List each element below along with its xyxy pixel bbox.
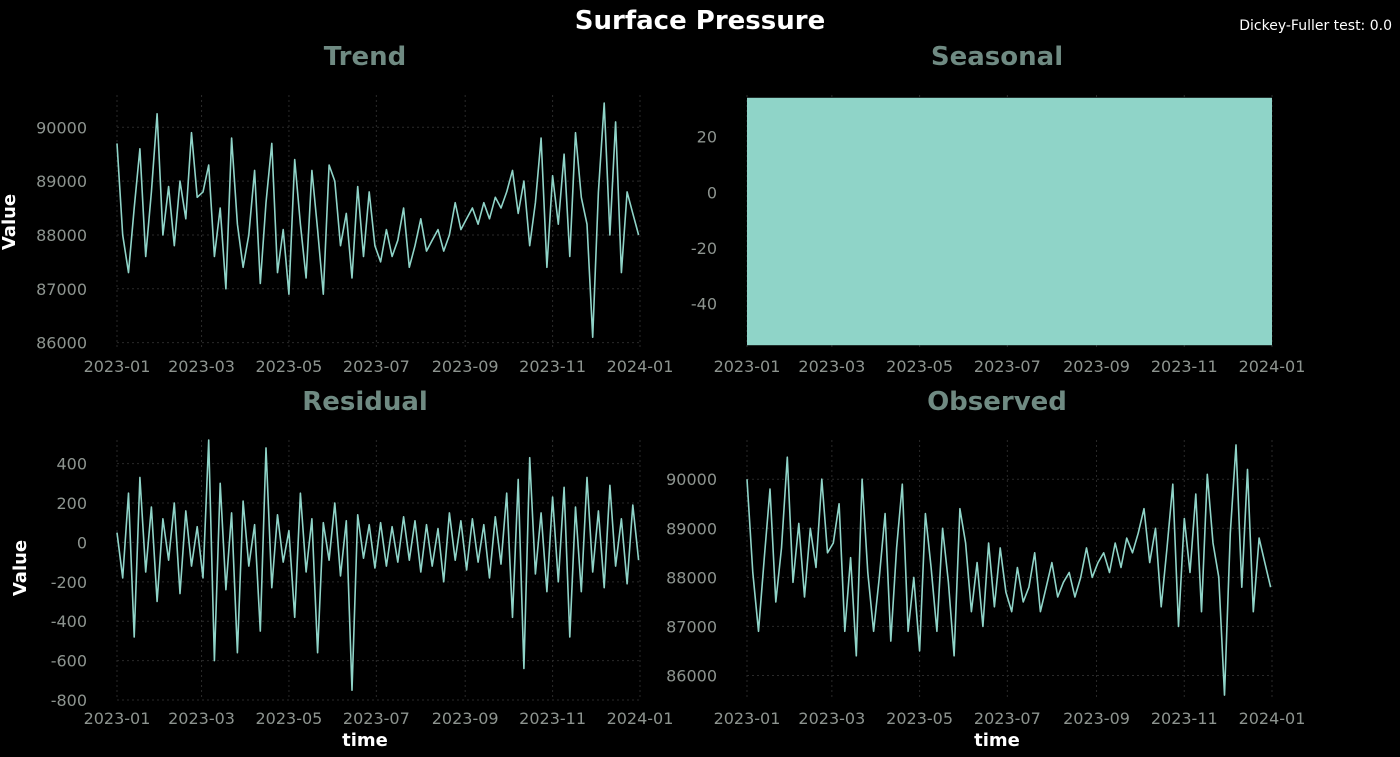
- residual-ytick-label: -800: [51, 691, 87, 710]
- residual-xtick-label: 2023-03: [168, 709, 235, 728]
- observed-xtick-label: 2023-05: [886, 709, 953, 728]
- observed-title: Observed: [927, 387, 1067, 417]
- trend-xtick-label: 2023-01: [84, 357, 151, 376]
- residual-series-line: [116, 439, 640, 692]
- trend-ytick-label: 87000: [36, 280, 87, 299]
- residual-xtick-label: 2023-05: [256, 709, 323, 728]
- residual-xtick-label: 2024-01: [607, 709, 674, 728]
- seasonal-xtick-label: 2023-03: [798, 357, 865, 376]
- seasonal-xtick-label: 2023-01: [714, 357, 781, 376]
- observed-xtick-label: 2023-07: [974, 709, 1041, 728]
- seasonal-xtick-label: 2023-09: [1063, 357, 1130, 376]
- trend-xtick-label: 2023-11: [519, 357, 586, 376]
- trend-panel: Trend 2023-01 2023-03 2023-05 2023-07 2023-09…: [0, 42, 673, 376]
- residual-xlabel: time: [342, 730, 388, 751]
- residual-xtick-label: 2023-07: [343, 709, 410, 728]
- residual-ytick-label: -400: [51, 612, 87, 631]
- seasonal-xtick-label: 2023-11: [1151, 357, 1218, 376]
- observed-panel: Observed 2023-01 2023-03 2023-05 2023-07 2023…: [666, 387, 1305, 751]
- seasonal-series-band: [747, 97, 1272, 346]
- trend-xtick-label: 2023-07: [343, 357, 410, 376]
- trend-xtick-label: 2023-09: [432, 357, 499, 376]
- trend-ytick-label: 89000: [36, 172, 87, 191]
- trend-xtick-label: 2023-03: [168, 357, 235, 376]
- observed-xtick-label: 2024-01: [1239, 709, 1306, 728]
- seasonal-panel: Seasonal 2023-01 2023-03 2023-05 2023-07 2023…: [691, 42, 1306, 376]
- seasonal-ytick-label: 0: [707, 183, 717, 202]
- observed-xlabel: time: [974, 730, 1020, 751]
- seasonal-ytick-label: -20: [691, 239, 717, 258]
- trend-ylabel: Value: [0, 194, 20, 250]
- residual-xtick-label: 2023-01: [84, 709, 151, 728]
- residual-xtick-label: 2023-09: [432, 709, 499, 728]
- observed-ytick-label: 90000: [666, 470, 717, 489]
- observed-series-line: [746, 444, 1272, 696]
- residual-ytick-label: 200: [56, 494, 87, 513]
- observed-xtick-label: 2023-11: [1151, 709, 1218, 728]
- observed-xtick-label: 2023-01: [714, 709, 781, 728]
- residual-ytick-label: -200: [51, 573, 87, 592]
- observed-xtick-label: 2023-03: [798, 709, 865, 728]
- observed-xtick-label: 2023-09: [1063, 709, 1130, 728]
- trend-xtick-label: 2024-01: [607, 357, 674, 376]
- observed-ytick-label: 89000: [666, 519, 717, 538]
- trend-ytick-label: 86000: [36, 334, 87, 353]
- trend-ytick-label: 90000: [36, 118, 87, 137]
- observed-ytick-label: 88000: [666, 568, 717, 587]
- residual-ytick-label: -600: [51, 652, 87, 671]
- residual-ylabel: Value: [10, 540, 31, 596]
- dickey-fuller-label: Dickey-Fuller test: 0.0: [1239, 18, 1392, 34]
- residual-panel: Residual 2023-01 2023-03 2023-05 2023-07 2023…: [10, 387, 673, 751]
- seasonal-xtick-label: 2023-07: [974, 357, 1041, 376]
- seasonal-xtick-label: 2023-05: [886, 357, 953, 376]
- residual-title: Residual: [302, 387, 428, 417]
- residual-ytick-label: 400: [56, 455, 87, 474]
- seasonal-title: Seasonal: [931, 42, 1063, 72]
- trend-title: Trend: [324, 42, 406, 72]
- seasonal-xtick-label: 2024-01: [1239, 357, 1306, 376]
- observed-ytick-label: 86000: [666, 666, 717, 685]
- trend-xtick-label: 2023-05: [256, 357, 323, 376]
- observed-ytick-label: 87000: [666, 617, 717, 636]
- residual-ytick-label: 0: [77, 533, 87, 552]
- residual-xtick-label: 2023-11: [519, 709, 586, 728]
- figure-title: Surface Pressure: [575, 6, 825, 36]
- trend-ytick-label: 88000: [36, 226, 87, 245]
- trend-series-line: [116, 102, 640, 339]
- seasonal-ytick-label: 20: [697, 128, 717, 147]
- seasonal-ytick-label: -40: [691, 295, 717, 314]
